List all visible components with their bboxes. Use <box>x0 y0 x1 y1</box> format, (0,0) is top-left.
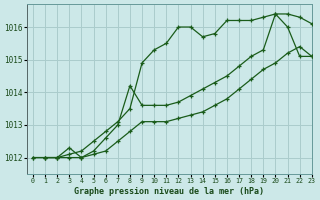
X-axis label: Graphe pression niveau de la mer (hPa): Graphe pression niveau de la mer (hPa) <box>74 187 264 196</box>
